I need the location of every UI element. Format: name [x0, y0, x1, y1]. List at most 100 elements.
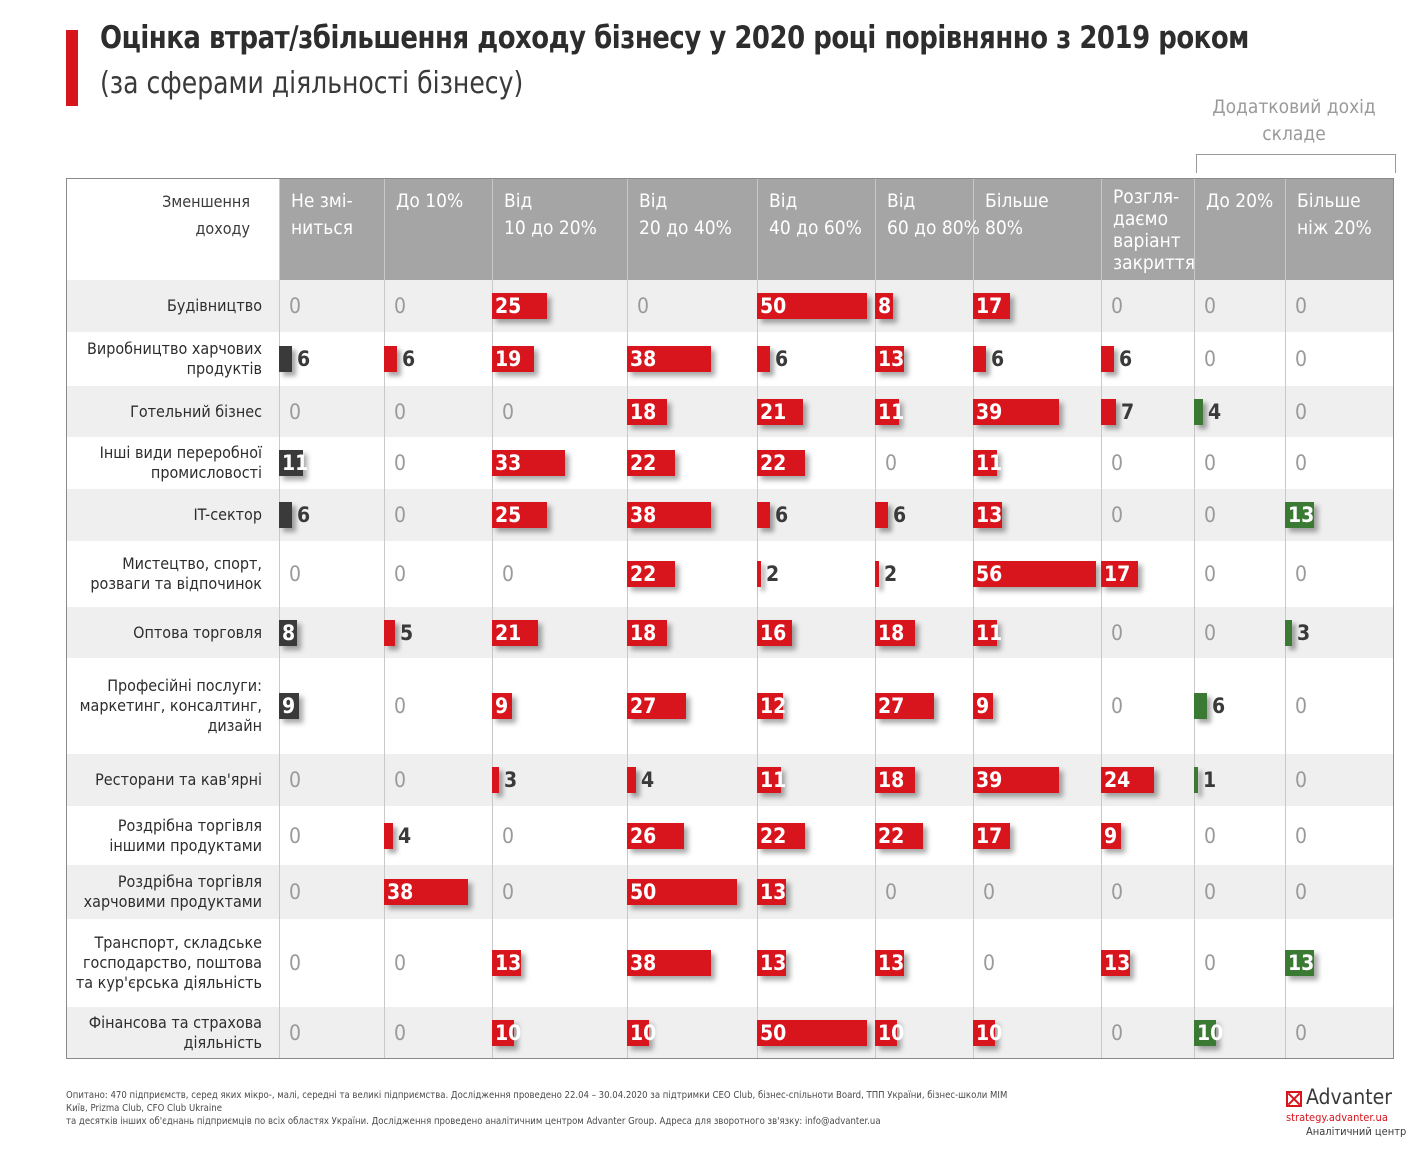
value-bar	[279, 693, 299, 719]
value-label: 18	[878, 768, 905, 792]
value-bar	[875, 950, 904, 976]
value-bar	[973, 693, 993, 719]
value-label: 6	[775, 347, 789, 371]
value-label: 2	[766, 562, 780, 586]
value-bar	[757, 1020, 867, 1046]
value-label: 22	[760, 451, 787, 475]
value-label: 9	[976, 694, 990, 718]
value-bar	[1101, 399, 1116, 425]
value-bar	[1285, 950, 1314, 976]
column-header: Від 40 до 60%	[769, 190, 862, 239]
value-label: 11	[878, 400, 905, 424]
value-label: 27	[878, 694, 905, 718]
value-bar	[757, 823, 805, 849]
value-bar	[1285, 620, 1292, 646]
zero-value-label: 0	[289, 880, 302, 904]
value-label: 17	[1104, 562, 1131, 586]
value-label: 18	[878, 621, 905, 645]
value-bar	[1194, 767, 1198, 793]
row-label: Професійні послуги: маркетинг, консалтин…	[79, 676, 262, 735]
value-label: 11	[282, 451, 309, 475]
value-label: 25	[495, 294, 522, 318]
value-bar	[492, 293, 547, 319]
value-label: 17	[976, 824, 1003, 848]
value-label: 10	[1197, 1021, 1224, 1045]
value-label: 39	[976, 768, 1003, 792]
value-bar	[1101, 346, 1114, 372]
value-bar	[757, 879, 786, 905]
table-header-background	[279, 179, 1394, 280]
zero-value-label: 0	[983, 951, 996, 975]
value-label: 8	[282, 621, 296, 645]
value-label: 56	[976, 562, 1003, 586]
value-label: 13	[878, 347, 905, 371]
value-label: 8	[878, 294, 892, 318]
value-bar	[627, 1020, 649, 1046]
zero-value-label: 0	[1295, 824, 1308, 848]
value-label: 27	[630, 694, 657, 718]
zero-value-label: 0	[1204, 347, 1217, 371]
zero-value-label: 0	[289, 1021, 302, 1045]
zero-value-label: 0	[1295, 880, 1308, 904]
page-title: Оцінка втрат/збільшення доходу бізнесу у…	[100, 20, 1249, 56]
column-divider	[492, 179, 493, 1059]
value-label: 13	[495, 951, 522, 975]
value-bar	[973, 399, 1059, 425]
value-label: 13	[1288, 503, 1315, 527]
value-bar	[757, 620, 792, 646]
value-bar	[1194, 693, 1207, 719]
value-bar	[1101, 823, 1121, 849]
zero-value-label: 0	[1204, 294, 1217, 318]
value-label: 3	[1297, 621, 1311, 645]
column-header: Більше 80%	[985, 190, 1049, 239]
zero-value-label: 0	[394, 694, 407, 718]
value-bar	[384, 823, 393, 849]
value-label: 6	[775, 503, 789, 527]
column-divider	[279, 179, 280, 1059]
column-divider	[627, 179, 628, 1059]
zero-value-label: 0	[394, 451, 407, 475]
row-label: Роздрібна торгівля іншими продуктами	[109, 815, 262, 855]
value-label: 12	[760, 694, 787, 718]
value-bar	[757, 693, 783, 719]
value-label: 6	[893, 503, 907, 527]
value-label: 11	[976, 451, 1003, 475]
zero-value-label: 0	[1295, 451, 1308, 475]
value-label: 9	[1104, 824, 1118, 848]
extra-income-bracket	[1196, 154, 1396, 173]
value-bar	[492, 767, 499, 793]
column-header: До 10%	[396, 190, 464, 212]
column-divider	[1194, 179, 1195, 1059]
value-bar	[1101, 767, 1154, 793]
value-bar	[627, 502, 711, 528]
value-label: 1	[1203, 768, 1217, 792]
value-bar	[875, 823, 923, 849]
value-label: 13	[878, 951, 905, 975]
value-bar	[973, 293, 1010, 319]
zero-value-label: 0	[1111, 451, 1124, 475]
value-bar	[973, 502, 1002, 528]
value-bar	[627, 767, 636, 793]
value-bar	[627, 561, 675, 587]
value-label: 2	[884, 562, 898, 586]
value-bar	[492, 450, 565, 476]
value-bar	[973, 823, 1010, 849]
value-label: 10	[495, 1021, 522, 1045]
zero-value-label: 0	[289, 951, 302, 975]
zero-value-label: 0	[1204, 503, 1217, 527]
zero-value-label: 0	[502, 880, 515, 904]
value-label: 6	[991, 347, 1005, 371]
footer-note: Опитано: 470 підприємств, серед яких мік…	[66, 1089, 1026, 1128]
zero-value-label: 0	[1111, 880, 1124, 904]
logo-url[interactable]: strategy.advanter.ua	[1286, 1111, 1388, 1124]
column-divider	[1101, 179, 1102, 1059]
zero-value-label: 0	[394, 951, 407, 975]
value-label: 38	[630, 347, 657, 371]
row-label: IT-сектор	[193, 505, 262, 524]
zero-value-label: 0	[394, 1021, 407, 1045]
value-bar	[875, 693, 934, 719]
zero-value-label: 0	[1204, 451, 1217, 475]
value-bar	[875, 399, 899, 425]
value-bar	[973, 620, 997, 646]
zero-value-label: 0	[885, 451, 898, 475]
